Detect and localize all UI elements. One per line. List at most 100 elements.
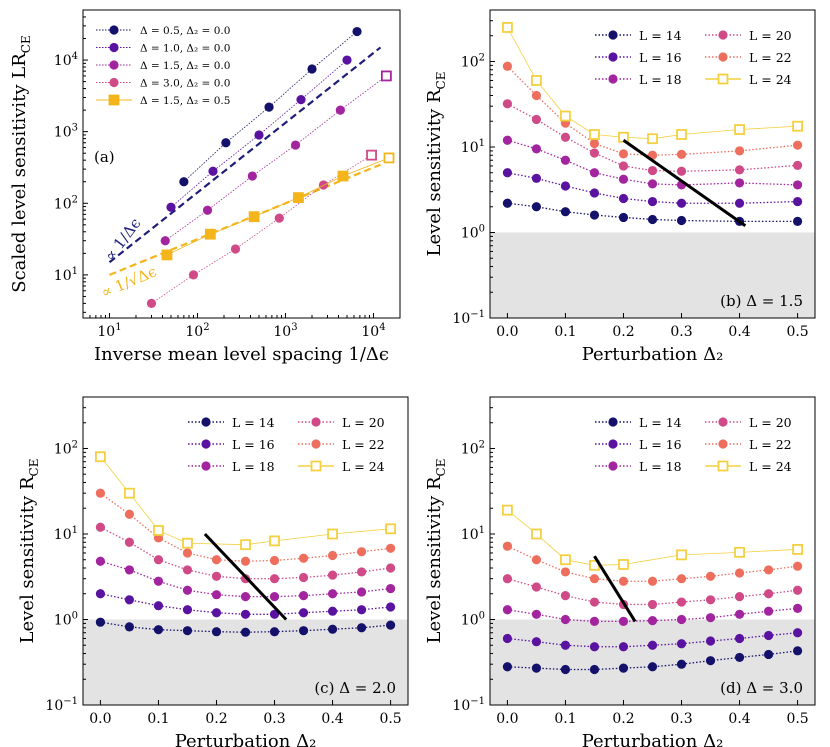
data-point-d	[618, 576, 629, 586]
y-tick-label-a: 103	[54, 123, 78, 141]
data-point-c	[124, 537, 135, 547]
data-point-d	[734, 633, 745, 644]
x-axis-label-c: Perturbation Δ₂	[175, 731, 317, 747]
legend-label-b: L = 22	[749, 50, 792, 65]
data-point-c	[95, 589, 106, 599]
data-point-b	[647, 214, 658, 225]
y-tick-label-d: 10−1	[452, 696, 485, 714]
data-point-d	[647, 640, 658, 650]
data-point-b	[589, 210, 600, 220]
legend-label-d: L = 20	[749, 415, 792, 430]
data-point-b	[531, 75, 542, 86]
data-point-d	[560, 591, 571, 601]
x-tick-label-d: 0.3	[670, 711, 692, 727]
series-line-c	[100, 593, 391, 615]
y-axis-label-b: Level sensitivity RCE	[424, 72, 448, 257]
series-line-a	[151, 154, 372, 304]
axes-frame-b	[489, 9, 816, 319]
y-axis-label-a: Scaled level sensitivity LRCE	[9, 35, 33, 292]
data-point-a	[335, 105, 345, 115]
x-tick-label-a: 102	[185, 322, 209, 340]
data-point-c	[153, 601, 164, 611]
legend-label-d: L = 18	[639, 459, 682, 474]
data-point-c	[124, 595, 135, 605]
series-a-2	[160, 70, 392, 246]
data-point-d	[502, 541, 513, 551]
legend-marker-c	[201, 417, 211, 427]
data-point-b	[589, 148, 600, 158]
legend-label-d: L = 24	[749, 459, 792, 474]
data-point-b	[734, 178, 745, 188]
data-point-c	[327, 624, 338, 634]
y-tick-label-c: 101	[54, 525, 78, 543]
data-point-d	[531, 637, 542, 647]
data-point-a	[307, 64, 317, 74]
data-point-c	[385, 583, 396, 594]
data-point-d	[792, 544, 803, 555]
fit-line-0	[108, 46, 382, 264]
data-point-a	[248, 211, 260, 223]
data-point-d	[705, 656, 716, 666]
data-point-b	[502, 22, 513, 33]
data-point-b	[647, 179, 658, 189]
data-point-d	[705, 636, 716, 646]
legend-label-c: L = 18	[232, 459, 275, 474]
legend-label-a: Δ = 1.5, Δ₂ = 0.0	[140, 60, 230, 72]
data-point-d	[531, 528, 542, 540]
data-point-b	[792, 120, 803, 132]
data-point-c	[240, 539, 251, 551]
y-tick-label-b: 102	[461, 52, 485, 70]
data-point-a	[208, 166, 218, 176]
y-tick-label-c: 102	[54, 439, 78, 457]
legend-marker-d	[718, 417, 728, 427]
data-point-c	[327, 550, 338, 561]
data-point-a	[296, 95, 306, 105]
data-point-c	[211, 555, 222, 565]
data-point-b	[618, 212, 629, 223]
data-point-b	[792, 160, 803, 170]
series-b-5	[502, 22, 803, 145]
series-line-d	[507, 650, 798, 671]
data-point-d	[589, 616, 600, 626]
legend-marker-b	[718, 30, 728, 40]
data-point-b	[618, 193, 629, 204]
data-point-c	[385, 523, 396, 535]
data-point-b	[589, 168, 600, 178]
data-point-d	[647, 576, 658, 586]
data-point-b	[676, 149, 687, 159]
data-point-c	[182, 585, 193, 595]
legend-marker-d	[608, 461, 618, 471]
data-point-d	[792, 628, 803, 638]
data-point-d	[705, 613, 716, 623]
x-tick-label-d: 0.0	[496, 711, 518, 727]
legend-label-c: L = 22	[342, 437, 385, 452]
data-point-c	[385, 543, 396, 553]
data-point-d	[676, 597, 687, 607]
data-point-a	[166, 202, 176, 212]
data-point-c	[269, 609, 280, 619]
data-point-d	[589, 574, 600, 584]
data-point-c	[211, 571, 222, 581]
series-d-0	[502, 646, 803, 675]
y-tick-label-b: 101	[461, 138, 485, 156]
legend-label-d: L = 14	[639, 415, 682, 430]
legend-label-c: L = 20	[342, 415, 385, 430]
data-point-c	[182, 565, 193, 575]
legend-label-d: L = 16	[639, 437, 682, 452]
axes-frame-d	[489, 396, 816, 706]
series-c-1	[95, 589, 396, 619]
data-point-a	[318, 180, 329, 190]
data-point-b	[618, 174, 629, 184]
data-point-a	[188, 270, 199, 280]
legend-marker-a	[109, 25, 119, 35]
x-tick-label-a: 103	[273, 322, 297, 340]
data-point-d	[618, 642, 629, 652]
data-point-d	[705, 571, 716, 581]
data-point-b	[676, 198, 687, 208]
panel-label-b: (b) Δ = 1.5	[720, 292, 803, 310]
data-point-d	[531, 663, 542, 673]
data-point-d	[502, 574, 513, 584]
x-tick-label-c: 0.4	[321, 711, 343, 727]
data-point-d	[647, 599, 658, 610]
series-line-b	[507, 172, 798, 204]
